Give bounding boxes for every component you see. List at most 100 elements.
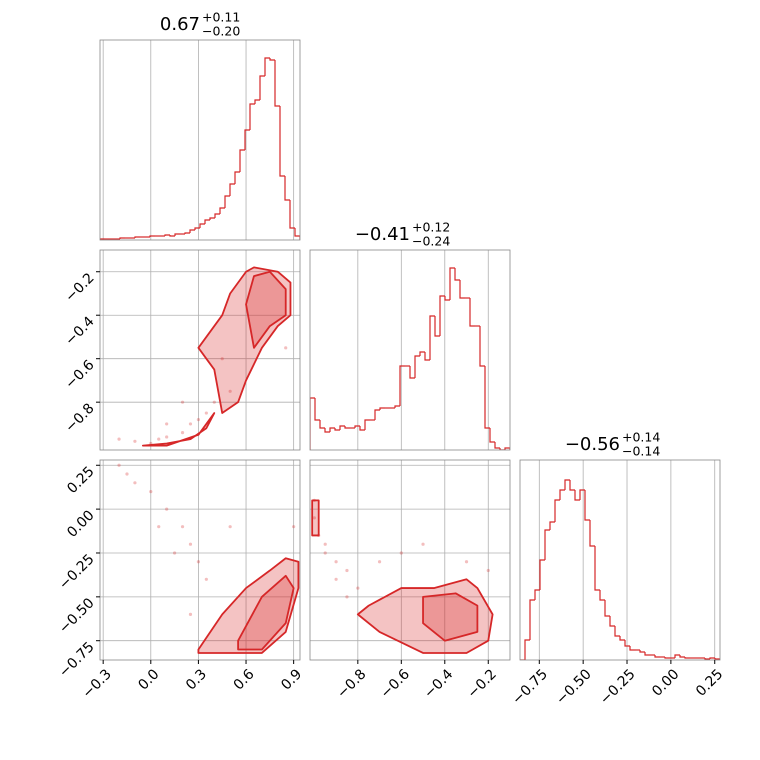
- hist-step: [329, 427, 335, 432]
- hist-step: [244, 129, 250, 150]
- panel: −0.3 0.0 0.3 0.6 0.9 0.25 0.00 −0.25−0.50−0.75: [56, 455, 305, 702]
- hist-step: [639, 650, 645, 653]
- hist-step: [504, 447, 510, 450]
- hist-step: [614, 626, 620, 637]
- panel: −0.75 −0.50 −0.25 0.00 0.25 −0.56 +0.14−0.14: [509, 430, 726, 708]
- panel-frame: [99, 39, 301, 241]
- hist-step: [579, 489, 585, 500]
- panel: −0.41 +0.12−0.24: [309, 220, 511, 451]
- hist-step: [249, 103, 255, 130]
- sample-point: [323, 542, 327, 546]
- sample-point: [188, 612, 193, 616]
- hist-step: [609, 616, 615, 627]
- y-tick-label: −0.2: [62, 270, 97, 305]
- hist-step: [209, 217, 215, 220]
- y-tick-label: −0.8: [62, 401, 97, 436]
- sample-point: [345, 595, 349, 599]
- hist-step: [704, 658, 710, 660]
- hist-step: [319, 420, 325, 429]
- hist-step: [569, 480, 575, 491]
- panel-bg: [520, 460, 720, 660]
- hist-step: [254, 99, 260, 104]
- sample-point: [133, 439, 137, 443]
- sample-point: [204, 411, 208, 415]
- hist-step: [339, 425, 345, 430]
- panel-bg: [310, 250, 510, 450]
- sample-point: [399, 551, 403, 555]
- hist-step: [444, 296, 450, 301]
- hist-step: [164, 234, 170, 236]
- x-tick-label: 0.6: [231, 666, 258, 693]
- hist-step: [324, 428, 330, 433]
- sample-point: [157, 437, 161, 441]
- hist-step: [189, 229, 195, 233]
- sample-point: [334, 560, 338, 564]
- hist-step: [229, 183, 235, 196]
- panel: 0.67 +0.11−0.20: [99, 10, 301, 241]
- sample-point: [196, 560, 201, 564]
- x-tick-label: −0.6: [378, 666, 413, 701]
- hist-step: [529, 599, 535, 640]
- hist-step: [419, 351, 425, 356]
- hist-step: [284, 176, 290, 201]
- contour: [311, 499, 320, 537]
- sample-point: [180, 525, 185, 529]
- panel-frame: [309, 459, 511, 661]
- title-value: −0.41: [355, 224, 410, 245]
- hist-step: [414, 355, 420, 378]
- y-tick-label: 0.25: [64, 464, 97, 497]
- sample-point: [292, 525, 296, 529]
- sample-point: [102, 455, 105, 458]
- hist-step: [379, 407, 385, 410]
- hist-step: [374, 409, 380, 420]
- hist-step: [259, 75, 265, 100]
- sample-point: [228, 525, 232, 529]
- contour: [197, 557, 300, 654]
- sample-point: [204, 577, 208, 581]
- panel: −0.8 −0.6 −0.4 −0.2: [309, 459, 511, 702]
- hist-step: [604, 600, 610, 617]
- hist-step: [564, 479, 570, 490]
- plot-area: [310, 267, 510, 450]
- sample-point: [212, 400, 216, 404]
- hist-step: [709, 657, 715, 659]
- hist-step: [214, 213, 220, 218]
- sample-point: [165, 507, 169, 511]
- hist-step: [534, 589, 540, 600]
- sample-point: [356, 586, 360, 590]
- x-tick-label: 0.9: [278, 666, 305, 693]
- hist-step: [679, 655, 685, 658]
- y-tick-label: −0.4: [62, 313, 97, 348]
- plot-area: [102, 455, 300, 654]
- sample-point: [228, 389, 232, 393]
- hist-step: [174, 233, 180, 236]
- plot-area: [520, 479, 720, 660]
- x-tick-label: −0.50: [553, 666, 595, 708]
- sample-point: [345, 568, 349, 573]
- hist-step: [344, 426, 350, 429]
- contour: [356, 578, 494, 654]
- hist-step: [629, 646, 635, 651]
- hist-step: [204, 219, 210, 224]
- hist-step: [169, 235, 175, 237]
- hist-step: [499, 448, 505, 450]
- hist-step: [654, 655, 660, 658]
- sample-point: [117, 463, 121, 467]
- hist-step: [434, 316, 440, 337]
- sample-point: [149, 489, 153, 494]
- hist-step: [494, 442, 500, 449]
- hist-step: [359, 426, 365, 431]
- hist-step: [549, 521, 555, 530]
- sample-point: [180, 400, 185, 404]
- hist-step: [364, 419, 370, 430]
- sample-point: [196, 417, 201, 422]
- y-tick-label: −0.75: [56, 639, 98, 681]
- panel-frame: [519, 459, 721, 661]
- title-upper: +0.11: [202, 10, 240, 25]
- y-tick-label: −0.50: [56, 595, 98, 637]
- hist-step: [184, 232, 190, 234]
- panel-frame: [99, 249, 301, 451]
- hist-step: [439, 295, 445, 336]
- hist-step: [224, 195, 230, 208]
